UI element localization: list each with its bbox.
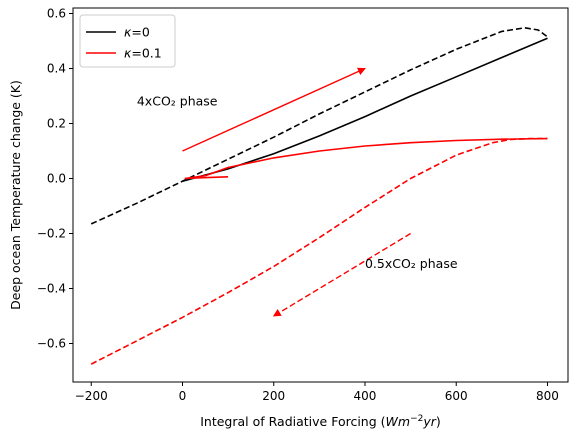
ticks: −200 0 200 400 600 800 −0.6 −0.4 −0.2 0.0 0.2 0.4 0.…	[37, 7, 559, 404]
series-line-2	[184, 137, 548, 180]
y-tick-label: 0.6	[47, 7, 66, 21]
x-tick-label: 600	[445, 389, 468, 403]
x-tick-label: 400	[354, 389, 377, 403]
y-tick-label: 0.4	[47, 62, 66, 76]
y-tick-label: −0.4	[37, 282, 66, 296]
series-line-0	[182, 37, 548, 182]
y-tick-label: −0.6	[37, 337, 66, 351]
arrows	[182, 67, 411, 317]
x-tick-label: 0	[179, 389, 187, 403]
y-tick-label: 0.0	[47, 172, 66, 186]
legend: κ=0 κ=0.1	[79, 14, 176, 68]
annotations: 4xCO₂ phase 0.5xCO₂ phase	[137, 94, 458, 271]
x-tick-label: 200	[262, 389, 285, 403]
phase-arrow-0	[182, 67, 366, 152]
phase-arrow-1	[272, 232, 411, 317]
y-axis-label: Deep ocean Temperature change (K)	[8, 80, 23, 310]
legend-label-kappa-0: κ=0	[124, 25, 150, 40]
y-tick-label: 0.2	[47, 117, 66, 131]
series-line-1	[90, 27, 548, 225]
phase-annotation-0: 4xCO₂ phase	[137, 94, 218, 109]
series-line-4	[90, 137, 548, 365]
series-line-3	[184, 176, 229, 180]
phase-annotation-1: 0.5xCO₂ phase	[365, 256, 458, 271]
legend-box	[79, 14, 176, 68]
legend-label-kappa-0-1: κ=0.1	[124, 46, 162, 61]
y-tick-label: −0.2	[37, 227, 66, 241]
x-tick-label: −200	[75, 389, 108, 403]
plot-lines	[90, 27, 548, 365]
plot-frame	[72, 7, 569, 383]
x-tick-label: 800	[536, 389, 559, 403]
x-axis-label: Integral of Radiative Forcing (Wm−2yr)	[200, 414, 441, 429]
